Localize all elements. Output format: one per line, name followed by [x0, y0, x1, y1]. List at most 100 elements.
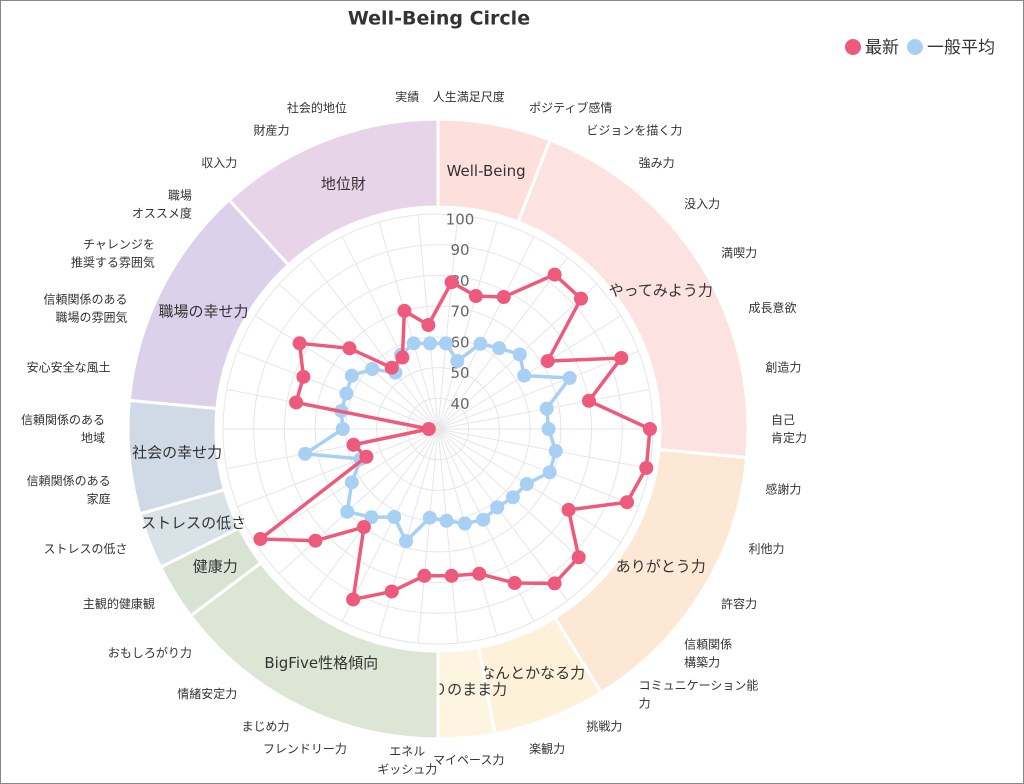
grid-spoke [437, 214, 459, 430]
grid-spoke [437, 428, 568, 601]
data-point [581, 393, 596, 408]
axis-label: 自己肯定力 [771, 413, 807, 445]
data-point [397, 303, 412, 318]
axis-label: 社会的地位 [287, 100, 347, 115]
data-point [444, 275, 459, 290]
data-point [292, 336, 307, 351]
data-point [541, 422, 556, 436]
grid-spoke [308, 257, 439, 430]
data-point [542, 465, 557, 480]
data-point [512, 347, 527, 362]
data-point [620, 495, 635, 510]
data-point [505, 490, 520, 505]
data-point [573, 291, 588, 306]
grid-spoke [437, 222, 498, 430]
data-point [492, 341, 507, 356]
grid-spoke [437, 428, 498, 636]
axis-label: マイペース力 [433, 753, 504, 767]
data-point [547, 267, 562, 282]
axis-label: 財産力 [254, 122, 290, 137]
group-label: 職場の幸せ力 [158, 303, 248, 321]
axis-label: 感謝力 [765, 482, 801, 497]
data-point [335, 422, 350, 436]
axis-label: 情緒安定力 [177, 686, 237, 701]
data-point [421, 422, 436, 436]
data-point [490, 500, 505, 515]
data-point [342, 341, 357, 356]
group-segment [227, 117, 440, 268]
grid-spoke [437, 350, 639, 430]
data-point [399, 534, 414, 549]
data-point [422, 510, 437, 525]
grid-spoke [278, 283, 439, 430]
group-label: やってみよう力 [609, 282, 713, 300]
axis-label: 楽観力 [529, 742, 565, 756]
axis-label: まじめ力 [242, 720, 290, 734]
data-point [468, 289, 483, 304]
data-point [450, 354, 465, 369]
axis-label: 収入力 [201, 156, 237, 170]
group-label: ストレスの低さ [141, 514, 246, 532]
data-point [571, 550, 586, 565]
axis-label: 許容力 [721, 596, 757, 611]
r-tick-label: 70 [450, 303, 469, 321]
data-point [364, 510, 379, 525]
r-tick-label: 90 [450, 241, 469, 259]
group-label: 社会の幸せ力 [132, 444, 222, 462]
r-tick-label: 60 [450, 333, 469, 351]
data-point [356, 520, 371, 535]
data-point [438, 336, 453, 351]
data-point [444, 568, 459, 583]
legend-marker [845, 39, 861, 55]
data-point [296, 369, 311, 384]
data-point [387, 509, 402, 524]
axis-label: 実績 [395, 89, 419, 104]
grid-spoke [278, 428, 439, 575]
data-point [548, 444, 563, 459]
data-point [507, 575, 522, 590]
axis-label: ビジョンを描く力 [586, 123, 682, 137]
axis-label: 安心安全な風土 [27, 359, 111, 374]
axis-label: 利他力 [749, 542, 785, 556]
group-label: BigFive性格傾向 [264, 654, 378, 672]
data-point [384, 360, 399, 375]
chart-title: Well-Being Circle [348, 8, 530, 30]
axis-label: フレンドリー力 [263, 742, 347, 756]
group-label: Well-Being [447, 162, 526, 180]
axis-label: 信頼関係のある家庭 [27, 474, 111, 506]
axis-label: 信頼関係構築力 [684, 637, 732, 669]
grid-spoke [437, 428, 459, 644]
data-point [289, 395, 304, 410]
grid-spoke [437, 236, 535, 430]
axis-label: 信頼関係のある職場の雰囲気 [43, 292, 127, 324]
grid-spoke [237, 350, 439, 430]
legend-marker [907, 39, 923, 55]
group-label: ありがとう力 [616, 557, 706, 575]
data-point [561, 502, 576, 517]
data-point [253, 531, 268, 546]
axis-label: ストレスの低さ [43, 542, 127, 556]
group-label: ありのまま力 [417, 680, 507, 698]
grid-spoke [378, 222, 439, 430]
grid-spoke [417, 428, 439, 644]
data-point [473, 336, 488, 351]
data-point [344, 368, 359, 383]
grid-spoke [437, 428, 639, 508]
axis-label: 挑戦力 [586, 720, 622, 734]
data-point [540, 354, 555, 369]
axis-label: 信頼関係のある地域 [21, 413, 105, 445]
data-point [298, 446, 313, 461]
data-point [614, 350, 629, 365]
r-tick-label: 50 [450, 364, 469, 382]
data-point [406, 336, 421, 351]
data-point [439, 513, 454, 528]
axis-label: 強み力 [639, 156, 675, 170]
grid-spoke [341, 236, 439, 430]
axis-label: チャレンジを推奨する雰囲気 [71, 237, 155, 269]
data-point [395, 350, 410, 365]
data-point [384, 584, 399, 599]
data-point [346, 592, 361, 607]
group-label: 地位財 [321, 175, 366, 193]
